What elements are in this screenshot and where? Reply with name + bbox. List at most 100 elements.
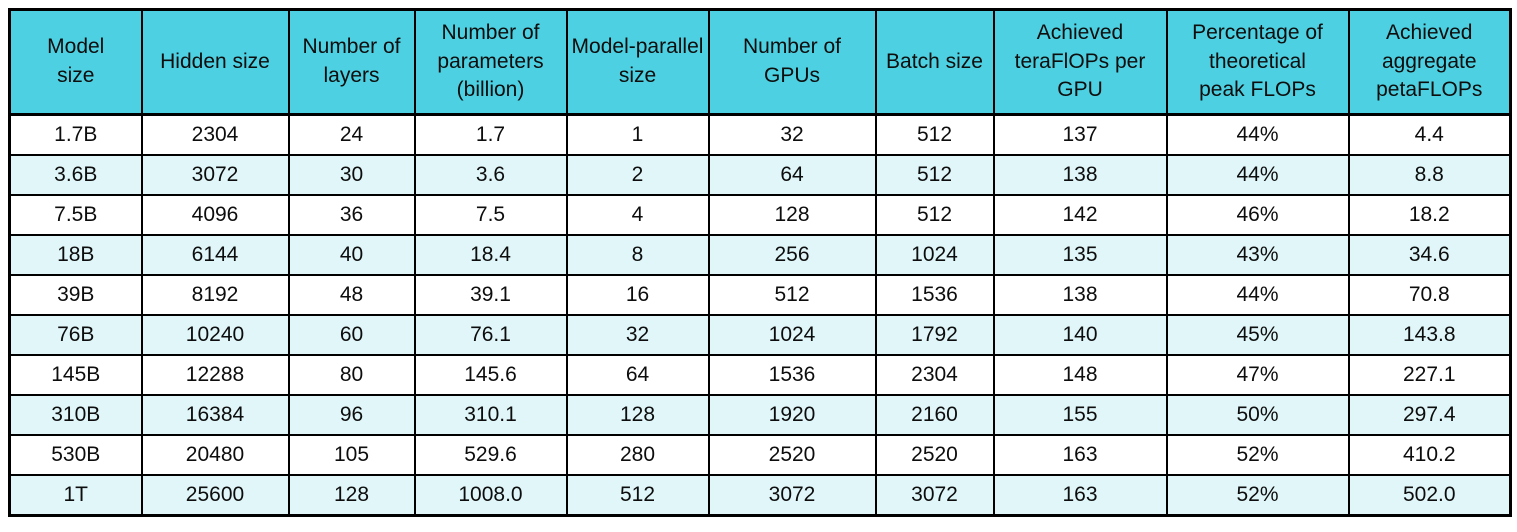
table-cell: 529.6 (413, 434, 568, 476)
table-cell: 47% (1165, 354, 1350, 396)
table-cell: 7.5 (413, 194, 568, 236)
table-cell: 3072 (140, 154, 290, 196)
table-cell: 512 (707, 274, 877, 316)
table-cell: 138 (992, 274, 1168, 316)
table-cell: 2304 (140, 113, 290, 156)
table-cell: 8 (565, 234, 710, 276)
column-header-number-of-parameters: Number of parameters (billion) (413, 8, 568, 116)
table-cell: 128 (287, 474, 416, 517)
table-cell: 1536 (874, 274, 995, 316)
table-cell: 297.4 (1347, 394, 1512, 436)
table-cell: 52% (1165, 474, 1350, 517)
table-cell: 140 (992, 314, 1168, 356)
column-header-number-of-gpus: Number of GPUs (707, 8, 877, 116)
table-cell: 8.8 (1347, 154, 1512, 196)
table-cell: 44% (1165, 113, 1350, 156)
table-cell: 44% (1165, 154, 1350, 196)
table-cell: 2 (565, 154, 710, 196)
table-cell: 4.4 (1347, 113, 1512, 156)
table-cell: 64 (707, 154, 877, 196)
table-cell: 1920 (707, 394, 877, 436)
table-row: 76B 10240 60 76.1 32 1024 1792 140 45% 1… (8, 314, 1512, 356)
table-cell: 64 (565, 354, 710, 396)
table-cell: 4096 (140, 194, 290, 236)
table-cell: 410.2 (1347, 434, 1512, 476)
table-cell: 138 (992, 154, 1168, 196)
table-cell: 142 (992, 194, 1168, 236)
column-header-achieved-aggregate-petaflops: Achieved aggregate petaFLOPs (1347, 8, 1512, 116)
table-cell: 32 (707, 113, 877, 156)
column-header-model-parallel-size: Model-parallel size (565, 8, 710, 116)
table-cell: 512 (874, 154, 995, 196)
table-cell: 16384 (140, 394, 290, 436)
table-cell: 1.7 (413, 113, 568, 156)
table-cell: 512 (565, 474, 710, 517)
table-cell: 3.6 (413, 154, 568, 196)
table-cell: 6144 (140, 234, 290, 276)
table-cell: 143.8 (1347, 314, 1512, 356)
table-cell: 18B (8, 234, 143, 276)
table-row: 530B 20480 105 529.6 280 2520 2520 163 5… (8, 434, 1512, 476)
table-cell: 44% (1165, 274, 1350, 316)
table-cell: 1536 (707, 354, 877, 396)
table-cell: 512 (874, 113, 995, 156)
table-cell: 4 (565, 194, 710, 236)
table-cell: 2520 (707, 434, 877, 476)
table-row: 310B 16384 96 310.1 128 1920 2160 155 50… (8, 394, 1512, 436)
table-cell: 1024 (874, 234, 995, 276)
table-row: 1.7B 2304 24 1.7 1 32 512 137 44% 4.4 (8, 113, 1512, 156)
table-cell: 18.4 (413, 234, 568, 276)
table-cell: 7.5B (8, 194, 143, 236)
table-cell: 60 (287, 314, 416, 356)
table-row: 7.5B 4096 36 7.5 4 128 512 142 46% 18.2 (8, 194, 1512, 236)
table-cell: 45% (1165, 314, 1350, 356)
table-cell: 145B (8, 354, 143, 396)
table-cell: 3072 (874, 474, 995, 517)
column-header-hidden-size: Hidden size (140, 8, 290, 116)
table-cell: 137 (992, 113, 1168, 156)
table-cell: 163 (992, 474, 1168, 517)
table-cell: 1 (565, 113, 710, 156)
table-cell: 3.6B (8, 154, 143, 196)
table-cell: 1024 (707, 314, 877, 356)
table-cell: 2160 (874, 394, 995, 436)
table-cell: 145.6 (413, 354, 568, 396)
table-row: 145B 12288 80 145.6 64 1536 2304 148 47%… (8, 354, 1512, 396)
table-cell: 12288 (140, 354, 290, 396)
table-cell: 46% (1165, 194, 1350, 236)
table-header: Model size Hidden size Number of layers … (8, 8, 1512, 116)
table-row: 1T 25600 128 1008.0 512 3072 3072 163 52… (8, 474, 1512, 517)
table-cell: 24 (287, 113, 416, 156)
table-cell: 1008.0 (413, 474, 568, 517)
table-cell: 280 (565, 434, 710, 476)
table-cell: 20480 (140, 434, 290, 476)
column-header-batch-size: Batch size (874, 8, 995, 116)
table-cell: 530B (8, 434, 143, 476)
table-row: 3.6B 3072 30 3.6 2 64 512 138 44% 8.8 (8, 154, 1512, 196)
table-cell: 76B (8, 314, 143, 356)
table-cell: 96 (287, 394, 416, 436)
table-cell: 36 (287, 194, 416, 236)
column-header-number-of-layers: Number of layers (287, 8, 416, 116)
table-cell: 34.6 (1347, 234, 1512, 276)
table-cell: 128 (707, 194, 877, 236)
table-cell: 310.1 (413, 394, 568, 436)
column-header-percentage-theoretical-peak-flops: Percentage of theoretical peak FLOPs (1165, 8, 1350, 116)
table-cell: 3072 (707, 474, 877, 517)
table-body: 1.7B 2304 24 1.7 1 32 512 137 44% 4.4 3.… (8, 113, 1512, 517)
table-cell: 1.7B (8, 113, 143, 156)
table-cell: 43% (1165, 234, 1350, 276)
table-cell: 2304 (874, 354, 995, 396)
table-cell: 105 (287, 434, 416, 476)
table-cell: 32 (565, 314, 710, 356)
table-cell: 227.1 (1347, 354, 1512, 396)
table-row: 18B 6144 40 18.4 8 256 1024 135 43% 34.6 (8, 234, 1512, 276)
table-cell: 1792 (874, 314, 995, 356)
table-cell: 16 (565, 274, 710, 316)
table-cell: 502.0 (1347, 474, 1512, 517)
table-cell: 8192 (140, 274, 290, 316)
table-cell: 40 (287, 234, 416, 276)
table-cell: 39.1 (413, 274, 568, 316)
table-cell: 39B (8, 274, 143, 316)
